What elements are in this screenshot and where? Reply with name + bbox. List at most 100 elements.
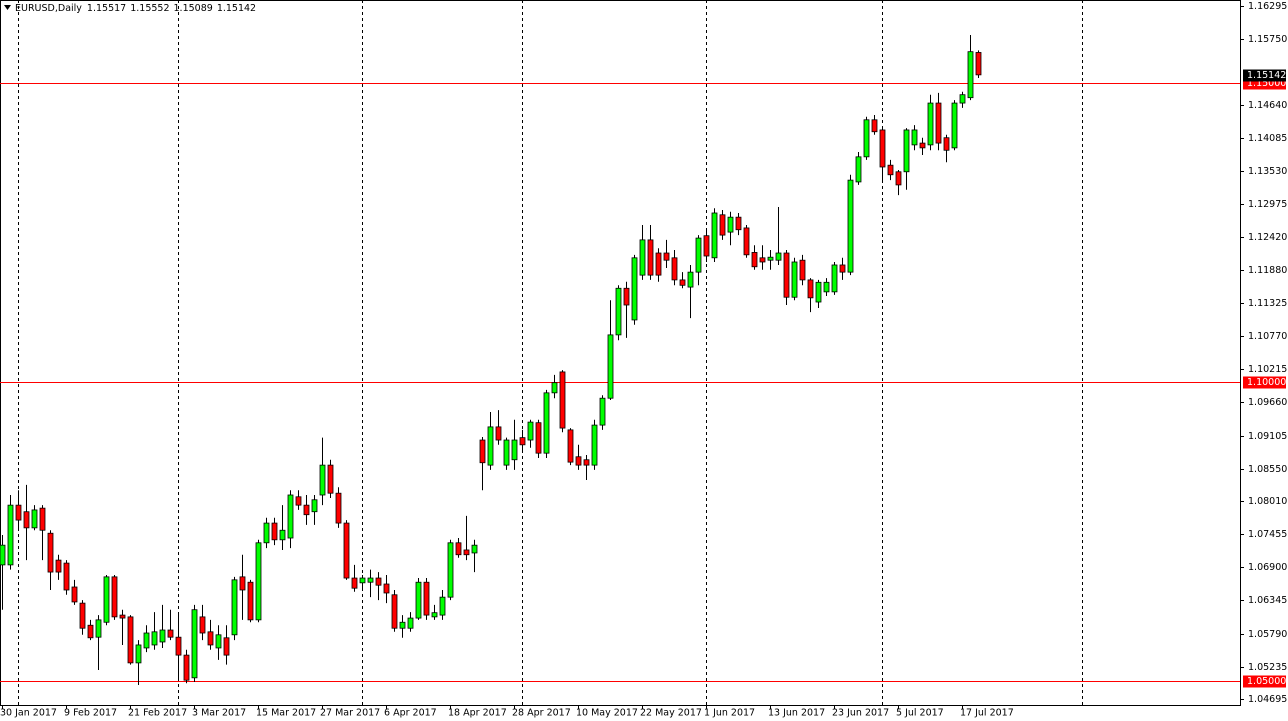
y-tick-label: 1.08550 — [1248, 464, 1287, 475]
candle-body — [151, 631, 158, 646]
candle-body — [175, 636, 182, 656]
candle-body — [367, 577, 374, 583]
x-tick-label: 21 Feb 2017 — [128, 708, 187, 719]
price-tag — [1243, 376, 1286, 389]
candle-body — [655, 252, 662, 276]
candle-body — [887, 164, 894, 176]
x-tick-label: 18 Apr 2017 — [448, 708, 507, 719]
header: EURUSD,Daily 1.15517 1.15552 1.15089 1.15142 — [15, 3, 256, 14]
candle-body — [15, 504, 22, 521]
candle-body — [575, 456, 582, 466]
candle-body — [775, 252, 782, 261]
price-tag — [1243, 675, 1286, 688]
candle-body — [383, 583, 390, 594]
candle-body — [631, 257, 638, 321]
candle-body — [911, 129, 918, 146]
x-tick-label: 15 Mar 2017 — [256, 708, 316, 719]
candle-body — [679, 279, 686, 286]
open-value: 1.15517 — [87, 3, 126, 14]
candle-body — [903, 129, 910, 173]
candle-body — [639, 239, 646, 276]
candle-body — [119, 614, 126, 619]
candle-body — [455, 542, 462, 556]
y-tick-label: 1.14640 — [1248, 100, 1287, 111]
candle-body — [951, 102, 958, 149]
x-tick-label: 22 May 2017 — [640, 708, 702, 719]
y-tick-label: 1.07455 — [1248, 529, 1287, 540]
candle-body — [47, 532, 54, 573]
candle-body — [63, 562, 70, 591]
y-tick-label: 1.05235 — [1248, 662, 1287, 673]
candle-body — [447, 542, 454, 598]
x-tick-label: 27 Mar 2017 — [320, 708, 380, 719]
y-tick-label: 1.15750 — [1248, 34, 1287, 45]
candle-body — [703, 235, 710, 257]
candle-body — [103, 576, 110, 623]
candle-body — [535, 422, 542, 454]
candle-body — [127, 616, 134, 664]
candle-body — [79, 602, 86, 629]
candle-body — [303, 504, 310, 516]
x-tick-label: 5 Jul 2017 — [896, 708, 944, 719]
candle-body — [943, 137, 950, 151]
candle-body — [31, 509, 38, 529]
high-value: 1.15552 — [130, 3, 169, 14]
candle-body — [503, 439, 510, 466]
horizontal-line-label: 1.05000 — [1247, 676, 1286, 687]
candle-body — [511, 439, 518, 461]
candle-body — [95, 619, 102, 638]
candle-body — [215, 634, 222, 649]
candle-body — [87, 624, 94, 639]
y-tick-label: 1.12975 — [1248, 199, 1287, 210]
candle-body — [423, 581, 430, 616]
candle-body — [527, 421, 534, 441]
candle-body — [255, 542, 262, 621]
symbol: EURUSD,Daily — [15, 3, 82, 14]
candle-body — [399, 621, 406, 629]
y-tick-label: 1.11325 — [1248, 298, 1287, 309]
candle-body — [711, 212, 718, 259]
candle-body — [623, 287, 630, 306]
candle-body — [359, 577, 366, 584]
y-tick-label: 1.04695 — [1248, 694, 1287, 705]
plot-frame — [0, 0, 1241, 706]
menu-arrow[interactable] — [4, 5, 11, 10]
candle-body — [287, 494, 294, 539]
y-tick-label: 1.05790 — [1248, 629, 1287, 640]
candle-body — [319, 464, 326, 496]
candle-body — [967, 51, 974, 99]
candle-body — [167, 629, 174, 638]
candle-body — [663, 252, 670, 261]
candle-body — [247, 581, 254, 621]
candle-body — [927, 102, 934, 146]
candle-body — [799, 259, 806, 281]
candle-body — [23, 511, 30, 529]
candle-body — [551, 382, 558, 394]
candle-body — [335, 492, 342, 524]
candle-body — [879, 129, 886, 168]
candle-body — [759, 257, 766, 263]
y-tick-label: 1.13530 — [1248, 166, 1287, 177]
candle-body — [495, 426, 502, 441]
candle-body — [143, 632, 150, 649]
candle-body — [839, 264, 846, 273]
candle-body — [415, 581, 422, 619]
candle-body — [231, 579, 238, 636]
y-tick-label: 1.06345 — [1248, 595, 1287, 606]
candle-body — [567, 429, 574, 463]
candle-body — [439, 596, 446, 616]
candle-body — [583, 459, 590, 466]
x-tick-label: 3 Mar 2017 — [192, 708, 246, 719]
candle-body — [671, 257, 678, 281]
x-tick-label: 9 Feb 2017 — [64, 708, 117, 719]
candle-body — [487, 426, 494, 466]
y-tick-label: 1.09660 — [1248, 397, 1287, 408]
y-tick-label: 1.10770 — [1248, 331, 1287, 342]
y-tick-label: 1.10215 — [1248, 364, 1287, 375]
horizontal-line-label: 1.15000 — [1247, 78, 1286, 89]
candle-body — [39, 507, 46, 531]
candle-body — [735, 216, 742, 231]
candle-body — [919, 142, 926, 149]
